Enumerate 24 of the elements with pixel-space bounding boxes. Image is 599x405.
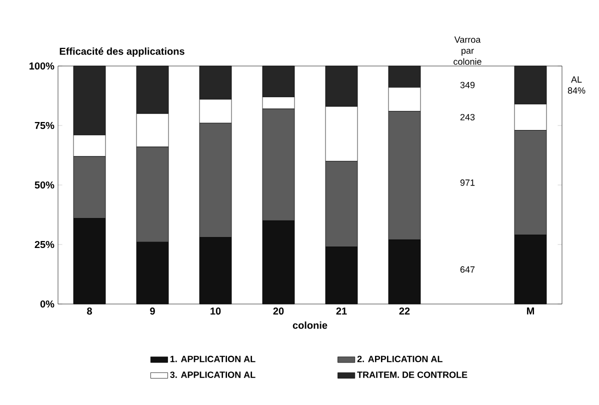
annotation: 971 (460, 179, 475, 186)
annotation: 647 (460, 266, 475, 273)
x-tick-label: 10 (210, 308, 221, 315)
y-tick-label: 0% (40, 300, 54, 308)
annotation: 349 (460, 82, 475, 88)
legend-label: 2. APPLICATION AL (357, 356, 442, 362)
legend-label: TRAITEM. DE CONTROLE (357, 372, 468, 378)
x-tick-label: 8 (87, 308, 92, 315)
text: Varroa par colonie (454, 36, 482, 65)
y-tick-label: 75% (34, 122, 54, 130)
x-axis-title: colonie (292, 321, 328, 329)
legend-label: 1. APPLICATION AL (170, 356, 256, 362)
x-tick-label: 21 (336, 308, 347, 315)
chart-title: Efficacité des applications (60, 47, 184, 57)
annotation: 243 (460, 114, 475, 120)
x-tick-label: 9 (150, 308, 155, 315)
x-tick-label: 22 (399, 308, 410, 315)
y-tick-label: 25% (34, 240, 54, 248)
text: AL 84% (568, 76, 586, 94)
x-tick-label: 20 (273, 308, 284, 315)
legend-label: 3. APPLICATION AL (170, 372, 256, 378)
y-tick-label: 50% (34, 181, 54, 189)
x-tick-label: M (527, 308, 534, 314)
y-tick-label: 100% (30, 62, 54, 70)
